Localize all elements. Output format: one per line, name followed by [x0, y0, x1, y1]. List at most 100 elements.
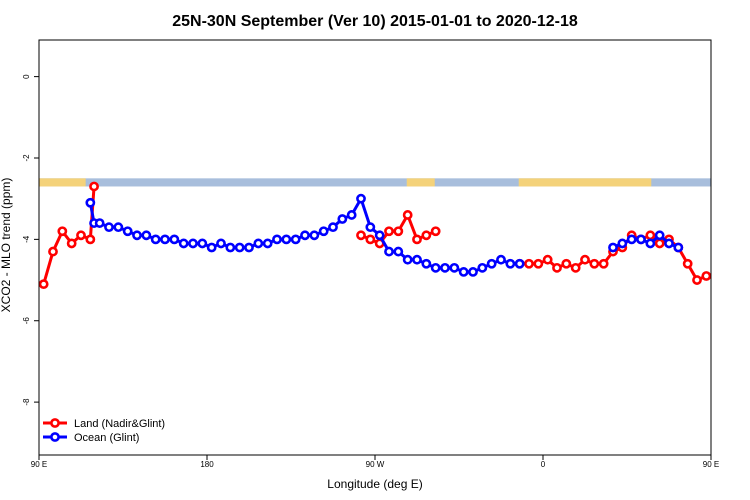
data-point: [552, 262, 562, 273]
data-point: [197, 238, 208, 249]
data-point: [412, 234, 422, 245]
series-ocean: [85, 193, 684, 277]
data-point: [132, 230, 142, 241]
data-point: [393, 246, 404, 257]
data-point: [300, 230, 310, 241]
data-point: [458, 267, 469, 277]
legend-label: Land (Nadir&Glint): [74, 418, 165, 430]
data-point: [636, 234, 646, 245]
data-point: [402, 210, 413, 220]
data-point: [645, 238, 656, 249]
data-point: [290, 234, 301, 245]
data-point: [514, 258, 525, 269]
legend-marker: [50, 432, 60, 442]
legend: Land (Nadir&Glint) Ocean (Glint): [43, 418, 165, 444]
data-point: [85, 234, 96, 245]
data-point: [104, 222, 114, 233]
data-point: [48, 246, 58, 257]
x-tick-label: 90 E: [31, 460, 47, 469]
x-tick-label: 90 W: [366, 460, 385, 469]
land-ocean-mask: [39, 178, 711, 187]
y-tick-label: -2: [22, 154, 31, 162]
x-tick-label: 180: [200, 460, 214, 469]
data-point: [626, 234, 637, 245]
y-tick-label: -8: [22, 398, 31, 406]
data-point: [225, 242, 236, 253]
chart-title: 25N-30N September (Ver 10) 2015-01-01 to…: [172, 13, 578, 30]
data-point: [346, 210, 357, 220]
data-point: [374, 230, 385, 241]
data-point: [617, 238, 628, 249]
y-tick-label: -6: [22, 317, 31, 325]
data-point: [150, 234, 161, 245]
data-point: [654, 230, 665, 241]
data-point: [430, 226, 441, 237]
x-axis: 90 E 180 90 W 0 90 E: [31, 455, 719, 469]
data-point: [38, 279, 49, 290]
data-point: [654, 238, 665, 249]
data-point: [262, 238, 273, 249]
y-tick-label: -4: [22, 235, 31, 243]
data-point: [356, 193, 366, 204]
data-point: [216, 238, 226, 249]
data-point: [318, 226, 329, 237]
data-point: [94, 218, 105, 228]
data-point: [328, 222, 338, 233]
land-mask-band: [39, 178, 86, 187]
x-tick-label: 90 E: [703, 460, 719, 469]
data-point: [85, 197, 96, 208]
data-point: [365, 222, 376, 233]
y-axis: 0 -2 -4 -6 -8: [22, 74, 39, 406]
data-point: [701, 271, 712, 281]
data-point: [178, 238, 189, 249]
data-point: [440, 262, 450, 273]
data-point: [122, 226, 133, 237]
data-point: [570, 262, 581, 273]
data-point: [365, 234, 376, 245]
data-point: [589, 258, 600, 269]
data-point: [244, 242, 254, 253]
data-point: [421, 230, 432, 241]
data-point: [113, 222, 124, 233]
data-point: [384, 246, 394, 257]
data-point: [160, 234, 170, 245]
data-point: [188, 238, 198, 249]
ocean-mask-band: [39, 178, 711, 187]
data-point: [393, 226, 404, 237]
data-point: [664, 238, 674, 249]
land-mask-band: [518, 178, 652, 187]
data-point: [468, 267, 478, 277]
data-point: [234, 242, 245, 253]
data-point: [682, 258, 693, 269]
data-point: [608, 242, 618, 253]
data-point: [430, 262, 441, 273]
data-point: [421, 258, 432, 269]
data-point: [356, 230, 366, 241]
data-point: [141, 230, 152, 241]
data-point: [309, 230, 320, 241]
data-point: [89, 181, 99, 192]
data-point: [206, 242, 217, 253]
data-point: [692, 275, 702, 285]
data-point: [66, 238, 77, 249]
data-point: [486, 258, 497, 269]
data-point: [524, 258, 534, 269]
data-point: [505, 258, 516, 269]
data-point: [449, 262, 460, 273]
series-layer: [38, 181, 712, 290]
data-point: [542, 254, 553, 265]
data-point: [533, 258, 544, 269]
data-point: [384, 226, 394, 237]
data-point: [281, 234, 292, 245]
legend-marker: [50, 418, 60, 428]
x-tick-label: 0: [541, 460, 546, 469]
data-point: [477, 262, 488, 273]
data-point: [496, 254, 506, 265]
data-point: [169, 234, 180, 245]
data-point: [645, 230, 656, 241]
data-point: [337, 214, 348, 224]
y-axis-label: XCO2 - MLO trend (ppm): [0, 178, 13, 313]
data-point: [57, 226, 68, 237]
data-point: [402, 254, 413, 265]
